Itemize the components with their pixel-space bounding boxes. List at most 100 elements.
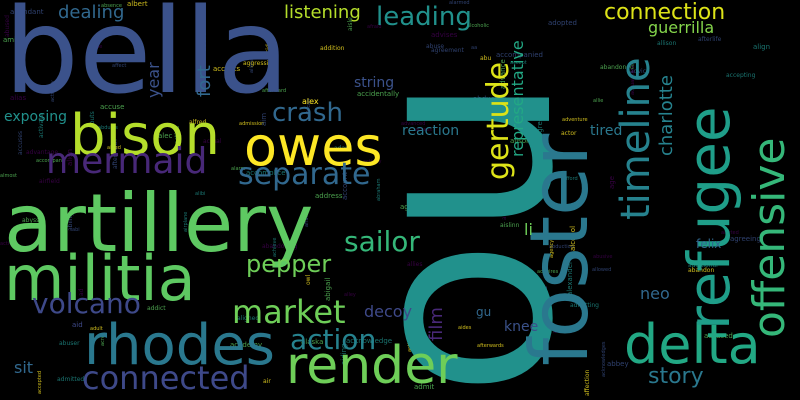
cloud-word-crash: crash — [272, 98, 343, 128]
cloud-small-word: advanced — [401, 121, 426, 127]
cloud-small-word: airfield — [39, 178, 60, 185]
cloud-word-alex: alex — [302, 97, 319, 106]
cloud-word-timeline: timeline — [613, 57, 659, 221]
cloud-small-word: allowed — [592, 267, 612, 273]
cloud-small-word: aislinn — [500, 222, 520, 229]
cloud-word-representative: representative — [508, 40, 527, 157]
cloud-small-word: abducted — [473, 95, 506, 103]
cloud-small-word: adopted — [548, 19, 577, 27]
cloud-small-word: aides — [458, 325, 472, 331]
cloud-small-word: alfred — [189, 119, 207, 126]
cloud-small-word: accompany — [36, 158, 65, 164]
cloud-small-word: afterward — [262, 88, 287, 94]
cloud-small-word: affect — [112, 63, 127, 69]
cloud-small-word: agreeing — [730, 235, 761, 243]
cloud-small-word: afterlife — [553, 329, 573, 335]
cloud-small-word: abyss — [22, 217, 40, 224]
cloud-small-word: adult — [90, 326, 103, 332]
cloud-word-sit: sit — [14, 358, 34, 377]
cloud-word-sailor: sailor — [344, 225, 420, 258]
cloud-small-word: abduction — [549, 244, 574, 250]
cloud-small-word: alison — [510, 137, 531, 145]
cloud-small-word: accepts — [213, 65, 241, 73]
cloud-small-word: abuse — [426, 43, 445, 50]
cloud-word-story: story — [648, 364, 704, 389]
cloud-small-word: addition — [320, 45, 345, 52]
cloud-small-word: alerted — [721, 230, 739, 236]
cloud-small-word: acquires — [537, 269, 559, 275]
cloud-word-listening: listening — [284, 2, 361, 23]
cloud-small-word: address — [315, 192, 343, 200]
cloud-small-word: abandon — [688, 267, 715, 274]
cloud-word-separate: separate — [238, 157, 371, 192]
cloud-small-word: admit — [414, 383, 435, 391]
cloud-small-word: addict — [147, 305, 166, 312]
cloud-small-word: agreement — [431, 47, 464, 54]
cloud-small-word: accuses — [17, 130, 24, 155]
cloud-word-felix: felix — [696, 237, 722, 251]
cloud-small-word: accidentally — [357, 90, 400, 98]
cloud-word-dealing: dealing — [58, 2, 125, 23]
cloud-small-word: accepting — [726, 72, 756, 79]
cloud-word-connection: connection — [604, 0, 726, 25]
cloud-word-connected: connected — [82, 359, 250, 397]
cloud-word-delta: delta — [624, 313, 761, 376]
cloud-small-word: almost — [0, 173, 17, 179]
cloud-small-word: abu — [480, 55, 492, 62]
cloud-small-word: academy — [230, 341, 263, 349]
cloud-small-word: agrees — [400, 203, 424, 211]
cloud-small-word: abandoned — [600, 64, 634, 71]
cloud-small-word: afraid — [367, 24, 382, 30]
cloud-small-word: albert — [127, 0, 148, 8]
cloud-small-word: advice — [630, 68, 650, 75]
cloud-small-word: allison — [657, 40, 677, 47]
cloud-small-word: advises — [431, 31, 458, 39]
cloud-word-li: li — [524, 220, 533, 239]
cloud-small-word: allie — [593, 98, 604, 104]
cloud-small-word: accompanied — [496, 51, 543, 59]
cloud-small-word: abducts — [98, 125, 118, 131]
cloud-word-string: string — [354, 75, 395, 91]
cloud-small-word: alaska — [301, 338, 324, 346]
cloud-small-word: ach — [421, 199, 434, 207]
cloud-small-word: aggressive — [243, 60, 276, 67]
cloud-word-militia: militia — [4, 242, 196, 315]
cloud-small-word: air — [263, 378, 271, 385]
cloud-small-word: accept — [510, 60, 527, 66]
cloud-small-word: accomplice — [246, 169, 286, 177]
cloud-small-word: afford — [563, 176, 578, 182]
cloud-small-word: abuser — [59, 340, 80, 347]
cloud-small-word: accusing — [521, 285, 548, 292]
cloud-small-word: activity — [363, 159, 382, 165]
cloud-small-word: afterwards — [477, 343, 504, 349]
cloud-word-neo: neo — [640, 284, 670, 303]
cloud-word-gu: gu — [476, 305, 492, 319]
cloud-small-word: aided — [107, 145, 121, 151]
cloud-small-word: allies — [407, 261, 423, 268]
cloud-word-market: market — [232, 293, 346, 331]
cloud-word-year: year — [144, 61, 163, 98]
cloud-word-aid: aid — [72, 321, 83, 329]
cloud-word-refugee: refugee — [675, 106, 743, 330]
cloud-small-word: abandoning — [262, 243, 298, 250]
cloud-small-word: abe — [93, 44, 103, 50]
cloud-small-word: align — [753, 43, 771, 51]
cloud-small-word: absence — [101, 3, 122, 9]
cloud-small-word: abusive — [593, 254, 613, 260]
cloud-small-word: admitted — [57, 376, 85, 383]
cloud-small-word: agent — [512, 113, 527, 119]
cloud-word-action: action — [290, 323, 377, 356]
cloud-word-mermaid: mermaid — [46, 141, 208, 182]
cloud-small-word: adventure — [562, 117, 588, 123]
cloud-small-word: advantage — [26, 149, 59, 156]
cloud-word-bella: bella — [4, 0, 290, 120]
cloud-word-render: render — [286, 336, 458, 396]
cloud-small-word: accused — [704, 332, 733, 340]
cloud-small-word: actor — [561, 130, 577, 137]
cloud-small-word: alley — [344, 292, 356, 298]
cloud-word-tired: tired — [590, 123, 623, 139]
cloud-word-leading: leading — [376, 2, 472, 32]
cloud-small-word: abbey — [607, 360, 629, 368]
cloud-small-word: activist — [0, 241, 19, 247]
